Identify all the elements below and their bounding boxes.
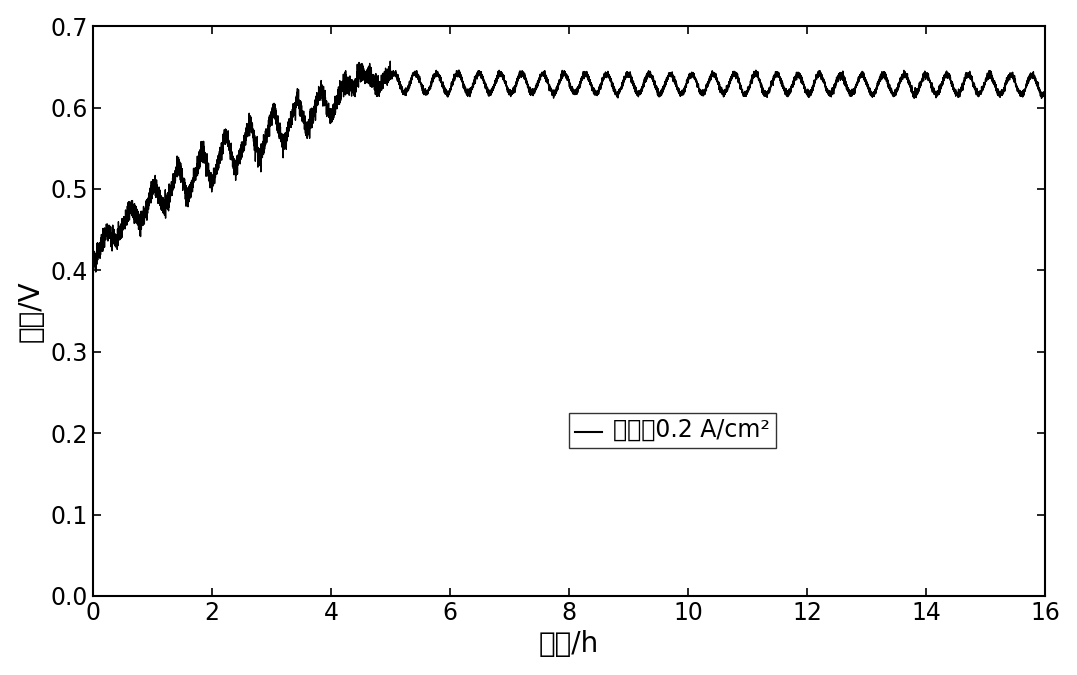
Y-axis label: 电压/V: 电压/V [16, 280, 44, 342]
Legend: 恒电其0.2 A/cm²: 恒电其0.2 A/cm² [569, 412, 775, 448]
X-axis label: 时间/h: 时间/h [538, 630, 599, 658]
